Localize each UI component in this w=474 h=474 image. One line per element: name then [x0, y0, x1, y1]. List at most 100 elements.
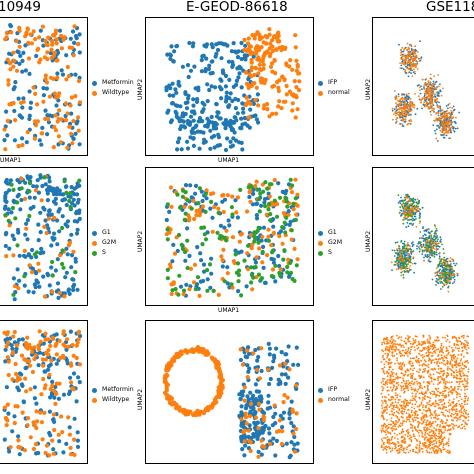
scatter-point — [435, 271, 437, 274]
scatter-point — [281, 400, 286, 405]
scatter-point — [197, 207, 202, 212]
scatter-point — [71, 53, 76, 58]
scatter-point — [393, 249, 396, 252]
scatter-point — [443, 267, 446, 269]
scatter-point — [397, 442, 400, 444]
scatter-point — [432, 250, 435, 253]
scatter-point — [429, 447, 432, 450]
scatter-point — [33, 270, 38, 275]
scatter-point — [266, 367, 271, 372]
scatter-point — [203, 69, 208, 74]
scatter-point — [164, 373, 169, 378]
scatter-point — [19, 186, 24, 191]
scatter-point — [52, 124, 57, 130]
scatter-point — [414, 45, 417, 48]
scatter-point — [200, 204, 206, 209]
scatter-point — [271, 414, 276, 420]
scatter-point — [432, 383, 435, 385]
scatter-point — [450, 110, 452, 112]
scatter-point — [65, 219, 71, 224]
scatter-point — [210, 70, 215, 76]
scatter-point — [406, 113, 409, 116]
scatter-point — [443, 444, 445, 446]
scatter-point — [240, 447, 245, 452]
scatter-point — [401, 113, 403, 116]
scatter-point — [274, 214, 280, 219]
scatter-point — [290, 409, 295, 414]
scatter-point — [38, 339, 43, 344]
scatter-point — [240, 434, 245, 439]
scatter-point — [441, 272, 444, 274]
scatter-point — [254, 44, 259, 49]
scatter-point — [294, 85, 299, 90]
scatter-point — [404, 257, 407, 260]
scatter-point — [53, 401, 58, 406]
scatter-point — [35, 119, 41, 124]
scatter-point — [412, 433, 415, 436]
scatter-point — [438, 263, 441, 265]
scatter-point — [448, 129, 450, 132]
scatter-point — [399, 103, 402, 106]
scatter-point — [431, 237, 434, 240]
scatter-point — [243, 102, 249, 108]
scatter-point — [23, 366, 28, 371]
scatter-point — [33, 91, 38, 96]
scatter-point — [226, 59, 231, 64]
scatter-point — [407, 225, 410, 228]
scatter-point — [20, 69, 25, 74]
scatter-point — [434, 98, 436, 101]
scatter-point — [266, 238, 271, 243]
scatter-point — [248, 199, 253, 204]
scatter-point — [433, 443, 435, 445]
scatter-point — [250, 396, 255, 401]
scatter-point — [36, 450, 41, 456]
legend-label: Wildtype — [102, 89, 130, 96]
scatter-point — [44, 350, 49, 355]
scatter-point — [25, 335, 30, 340]
scatter-point — [254, 179, 259, 184]
scatter-point — [280, 425, 285, 430]
scatter-point — [245, 251, 250, 256]
scatter-point — [448, 281, 451, 283]
scatter-point — [289, 228, 294, 233]
scatter-point — [195, 129, 200, 134]
scatter-point — [291, 431, 296, 436]
scatter-point — [259, 276, 264, 281]
scatter-point — [77, 142, 82, 147]
scatter-point — [392, 348, 394, 351]
scatter-point — [31, 290, 36, 295]
scatter-point — [216, 292, 221, 297]
scatter-point — [235, 261, 241, 266]
scatter-point — [403, 98, 406, 101]
scatter-point — [283, 372, 288, 377]
scatter-point — [65, 145, 70, 150]
scatter-point — [434, 225, 437, 228]
scatter-point — [412, 372, 414, 375]
scatter-point — [27, 181, 33, 186]
scatter-point — [445, 122, 448, 124]
scatter-point — [454, 121, 457, 124]
scatter-point — [236, 279, 241, 284]
scatter-point — [385, 429, 387, 432]
scatter-point — [242, 453, 247, 458]
scatter-point — [288, 219, 293, 224]
scatter-point — [261, 244, 266, 249]
scatter-point — [267, 201, 272, 207]
scatter-point — [409, 360, 412, 363]
scatter-point — [407, 67, 409, 70]
scatter-point — [240, 362, 245, 367]
scatter-point — [420, 249, 422, 251]
scatter-point — [281, 410, 287, 415]
column-title-3: GSE118C — [426, 0, 474, 15]
scatter-point — [77, 380, 82, 385]
scatter-point — [39, 142, 44, 147]
scatter-point — [435, 437, 438, 440]
scatter-point — [38, 410, 43, 415]
scatter-point — [437, 358, 440, 361]
scatter-point — [388, 441, 390, 444]
scatter-point — [223, 126, 228, 131]
scatter-point — [4, 109, 9, 114]
scatter-point — [422, 249, 424, 252]
scatter-point — [436, 240, 439, 242]
scatter-point — [438, 255, 441, 258]
